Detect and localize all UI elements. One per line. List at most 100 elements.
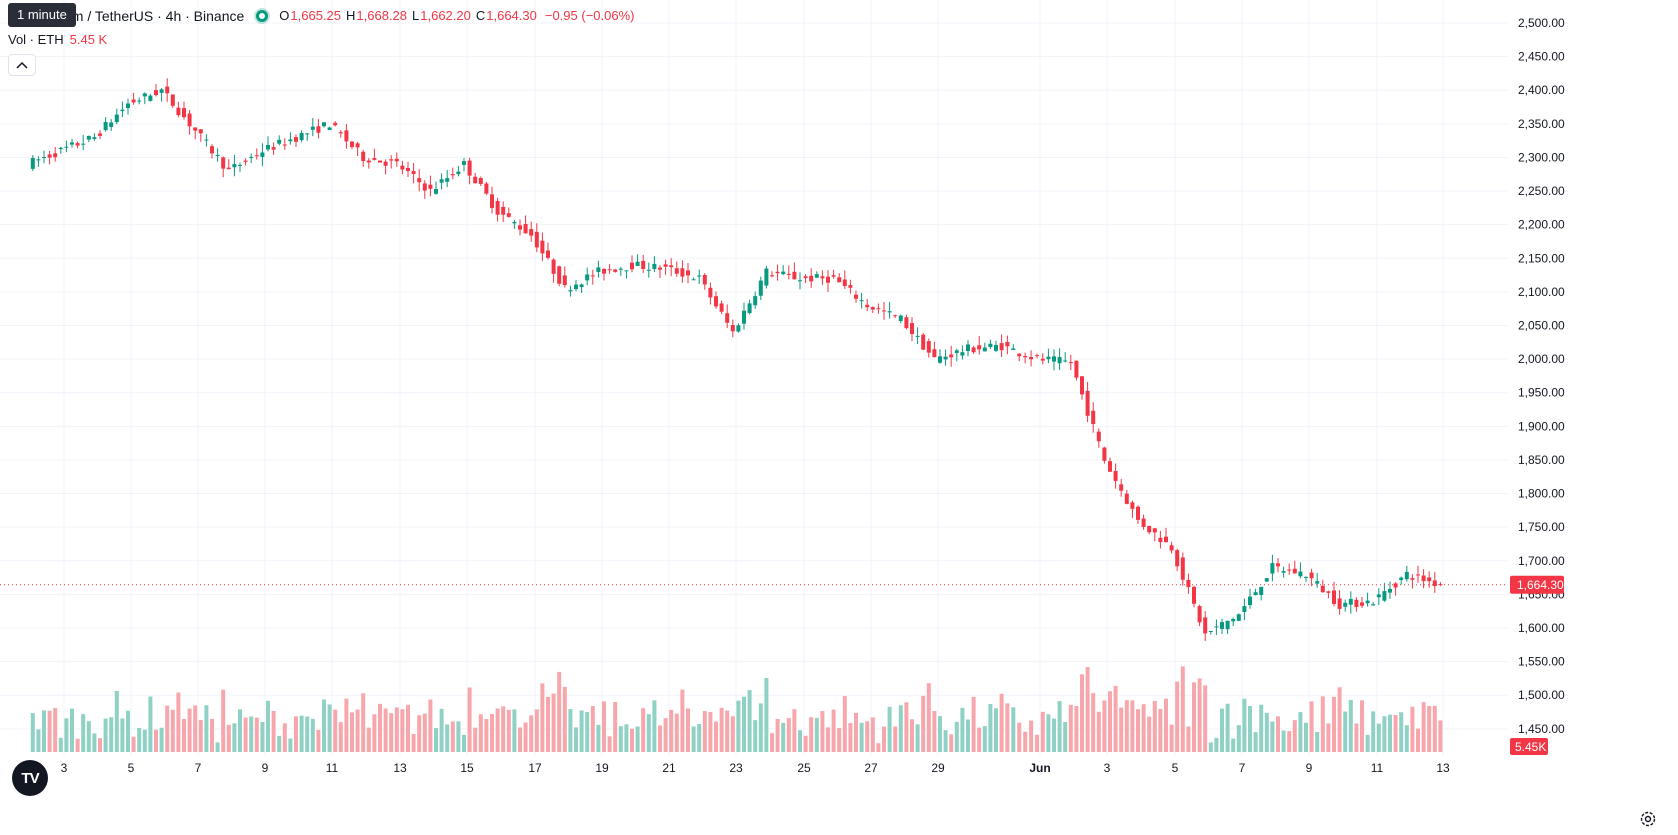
volume-bar bbox=[417, 715, 422, 752]
candle-body bbox=[271, 147, 276, 150]
candle-body bbox=[58, 147, 63, 149]
candle-body bbox=[663, 264, 668, 267]
candle-body bbox=[747, 303, 752, 314]
settings-gear-icon[interactable] bbox=[1638, 809, 1658, 829]
volume-bar bbox=[428, 699, 433, 752]
volume-bar bbox=[1242, 698, 1247, 752]
candle-body bbox=[736, 325, 741, 332]
symbol-legend[interactable]: um / TetherUS · 4h · Binance O 1,665.25 H… bbox=[64, 6, 634, 26]
candle-body bbox=[1175, 550, 1180, 567]
candle-body bbox=[389, 159, 394, 161]
volume-legend[interactable]: Vol · ETH 5.45 K bbox=[8, 31, 107, 49]
candle-body bbox=[686, 270, 690, 276]
volume-bar bbox=[1119, 707, 1124, 752]
volume-bar bbox=[1337, 687, 1342, 752]
candle-body bbox=[1236, 614, 1241, 621]
volume-bar bbox=[551, 693, 556, 752]
tradingview-logo-icon[interactable]: TV bbox=[12, 760, 48, 796]
candle-body bbox=[742, 310, 746, 324]
candle-body bbox=[1365, 600, 1370, 604]
volume-bar bbox=[854, 712, 858, 752]
time-tick-label: 3 bbox=[1104, 761, 1111, 775]
volume-bar bbox=[450, 721, 455, 752]
candle-body bbox=[148, 95, 153, 101]
volume-bar bbox=[271, 710, 276, 752]
volume-bar bbox=[1175, 681, 1180, 752]
candle-body bbox=[165, 86, 170, 94]
volume-bar bbox=[406, 704, 410, 752]
volume-value-label: 5.45K bbox=[1515, 740, 1546, 754]
volume-bar bbox=[1404, 725, 1409, 752]
volume-bar bbox=[607, 736, 612, 752]
candle-body bbox=[361, 151, 366, 162]
volume-bar bbox=[1113, 685, 1118, 752]
volume-bar bbox=[1264, 712, 1269, 752]
time-tick-label: 9 bbox=[1306, 761, 1313, 775]
volume-bar bbox=[618, 726, 623, 752]
candle-body bbox=[338, 132, 343, 134]
candle-body bbox=[1108, 461, 1112, 472]
price-tick-label: 2,400.00 bbox=[1518, 83, 1565, 97]
candle-body bbox=[786, 273, 791, 275]
candle-body bbox=[1343, 602, 1348, 607]
candle-body bbox=[1421, 575, 1426, 582]
candle-body bbox=[523, 223, 528, 234]
time-axis[interactable]: 3 5 7 9 11 13 15 17 19 21 23 25 27 29 Jun 3 5 7 9 11 13 bbox=[61, 761, 1450, 775]
candle-body bbox=[1124, 493, 1129, 504]
volume-bar bbox=[1057, 701, 1062, 752]
volume-bar bbox=[977, 727, 982, 752]
candle-body bbox=[848, 285, 853, 288]
volume-bar bbox=[294, 716, 298, 752]
volume-bar bbox=[792, 709, 797, 752]
candle-body bbox=[182, 108, 186, 118]
candle-body bbox=[322, 122, 326, 127]
candle-body bbox=[1242, 606, 1247, 613]
volume-bar bbox=[92, 733, 97, 752]
volume-bars bbox=[30, 666, 1443, 752]
volume-bar bbox=[803, 735, 808, 752]
candle-body bbox=[658, 267, 662, 270]
volume-bar bbox=[434, 728, 438, 752]
candle-body bbox=[1011, 348, 1016, 351]
candle-body bbox=[30, 157, 35, 169]
symbol-title[interactable]: um / TetherUS · 4h · Binance bbox=[64, 8, 245, 24]
volume-bar bbox=[1298, 712, 1303, 752]
collapse-legend-button[interactable] bbox=[8, 54, 36, 76]
candle-body bbox=[1164, 536, 1168, 543]
volume-bar bbox=[663, 718, 668, 752]
market-status-icon[interactable] bbox=[256, 10, 269, 22]
volume-bar bbox=[1011, 707, 1016, 752]
candle-body bbox=[1304, 576, 1308, 578]
candle-body bbox=[1141, 518, 1146, 527]
price-tick-label: 2,500.00 bbox=[1518, 16, 1565, 30]
volume-bar bbox=[473, 727, 478, 752]
candle-body bbox=[1231, 618, 1236, 622]
volume-bar bbox=[602, 701, 606, 752]
candle-body bbox=[613, 269, 618, 272]
candle-body bbox=[949, 354, 954, 358]
volume-bar bbox=[1416, 728, 1420, 752]
candle-body bbox=[551, 259, 556, 274]
candle-body bbox=[1264, 578, 1269, 582]
candle-body bbox=[400, 165, 405, 170]
candle-body bbox=[1214, 626, 1219, 628]
volume-bar bbox=[585, 712, 590, 752]
volume-bar bbox=[182, 719, 186, 752]
volume-bar bbox=[1023, 731, 1028, 752]
volume-bar bbox=[1158, 709, 1163, 752]
candle-body bbox=[1136, 506, 1140, 520]
price-axis[interactable]: 2,500.00 2,450.00 2,400.00 2,350.00 2,300.00… bbox=[1518, 16, 1565, 736]
candle-body bbox=[1225, 620, 1230, 630]
volume-bar bbox=[355, 709, 360, 752]
time-tick-label: 27 bbox=[864, 761, 878, 775]
candle-body bbox=[277, 139, 282, 144]
candle-body bbox=[226, 167, 231, 170]
candle-body bbox=[854, 294, 858, 299]
candle-body bbox=[714, 296, 718, 307]
volume-bar bbox=[1382, 716, 1387, 752]
volume-bar bbox=[238, 709, 242, 752]
price-candles bbox=[30, 78, 1443, 642]
volume-bar bbox=[635, 726, 640, 752]
volume-bar bbox=[42, 710, 46, 752]
